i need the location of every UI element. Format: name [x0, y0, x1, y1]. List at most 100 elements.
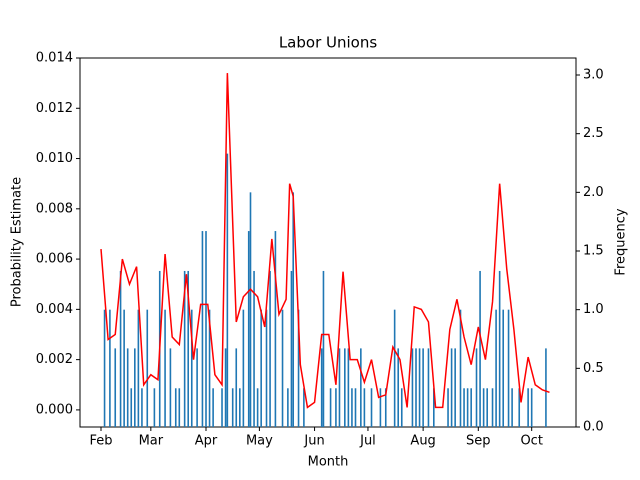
bar [418, 348, 421, 427]
x-tick-label: Jun [303, 434, 324, 449]
bar [384, 388, 387, 427]
bar [134, 348, 136, 427]
bar [153, 388, 156, 427]
bar [224, 348, 227, 427]
bar [338, 348, 341, 427]
bar [466, 388, 469, 427]
y-tick-label: 0.010 [36, 151, 73, 166]
bar [201, 231, 204, 427]
bar [495, 309, 497, 427]
bar [527, 388, 529, 427]
bar [174, 388, 177, 427]
bar [351, 388, 353, 427]
chart-title: Labor Unions [279, 34, 378, 52]
y-tick-label: 0.012 [36, 101, 73, 116]
bar [320, 348, 323, 427]
y2-tick-label: 0.0 [583, 420, 604, 435]
line [100, 73, 550, 409]
bar [344, 348, 346, 427]
bar [281, 309, 284, 427]
bar [422, 348, 424, 427]
bar [253, 270, 255, 427]
bar [486, 388, 488, 427]
bar [205, 231, 207, 427]
y2-tick-label: 0.5 [583, 361, 604, 376]
y-tick-label: 0.002 [36, 352, 73, 367]
y2-tick-label: 2.0 [583, 185, 604, 200]
bar [109, 309, 111, 427]
bar [221, 388, 223, 427]
bar [103, 309, 106, 427]
bar [247, 231, 250, 427]
x-tick-label: Aug [410, 434, 435, 449]
bar [482, 388, 485, 427]
bar [164, 309, 166, 427]
bar [335, 388, 337, 427]
bar [498, 270, 501, 427]
bar [141, 388, 143, 427]
bar [393, 309, 396, 427]
bar [146, 309, 149, 427]
bar [178, 388, 181, 427]
bar [475, 348, 478, 427]
bar [363, 388, 366, 427]
bar [114, 348, 117, 427]
x-tick-label: Oct [520, 434, 542, 449]
y2-tick-label: 2.5 [583, 126, 604, 141]
bar [360, 348, 362, 427]
bar [322, 270, 325, 427]
bar [297, 309, 300, 427]
bar [239, 388, 241, 427]
bar [290, 270, 293, 427]
bar [208, 309, 211, 427]
bar [459, 309, 462, 427]
x-axis-label: Month [308, 455, 349, 470]
bar [450, 348, 453, 427]
bar [119, 270, 122, 427]
x-tick-label: Apr [195, 434, 218, 449]
bar [183, 270, 186, 427]
bar [269, 270, 271, 427]
y-tick-label: 0.004 [36, 302, 73, 317]
bar [126, 348, 129, 427]
bar [411, 348, 414, 427]
bar [347, 348, 350, 427]
bar [370, 388, 373, 427]
bar [292, 192, 295, 427]
x-tick-label: Feb [89, 434, 112, 449]
bar [454, 348, 456, 427]
bar [491, 388, 494, 427]
bar [463, 388, 465, 427]
bar [130, 388, 133, 427]
y2-tick-label: 1.5 [583, 244, 604, 259]
bar [226, 153, 229, 427]
bar [137, 309, 140, 427]
y2-tick-label: 1.0 [583, 302, 604, 317]
bar [379, 388, 382, 427]
bar [470, 388, 472, 427]
y-axis-label: Probability Estimate [10, 177, 25, 307]
bar [212, 388, 214, 427]
x-tick-label: Mar [139, 434, 164, 449]
bar [265, 309, 268, 427]
y-tick-label: 0.014 [36, 51, 73, 66]
bar [187, 270, 190, 427]
bar [169, 348, 172, 427]
bar [242, 309, 245, 427]
bar [415, 348, 417, 427]
bar [479, 270, 481, 427]
bar [260, 309, 262, 427]
bar [235, 348, 238, 427]
bar [190, 309, 193, 427]
bar [249, 192, 252, 427]
bar [530, 388, 533, 427]
bar [274, 231, 277, 427]
x-tick-label: Sep [466, 434, 491, 449]
bar [287, 388, 289, 427]
x-tick-label: May [246, 434, 273, 449]
bar [433, 388, 435, 427]
bar [545, 348, 547, 427]
bar [256, 388, 259, 427]
y-tick-label: 0.000 [36, 402, 73, 417]
